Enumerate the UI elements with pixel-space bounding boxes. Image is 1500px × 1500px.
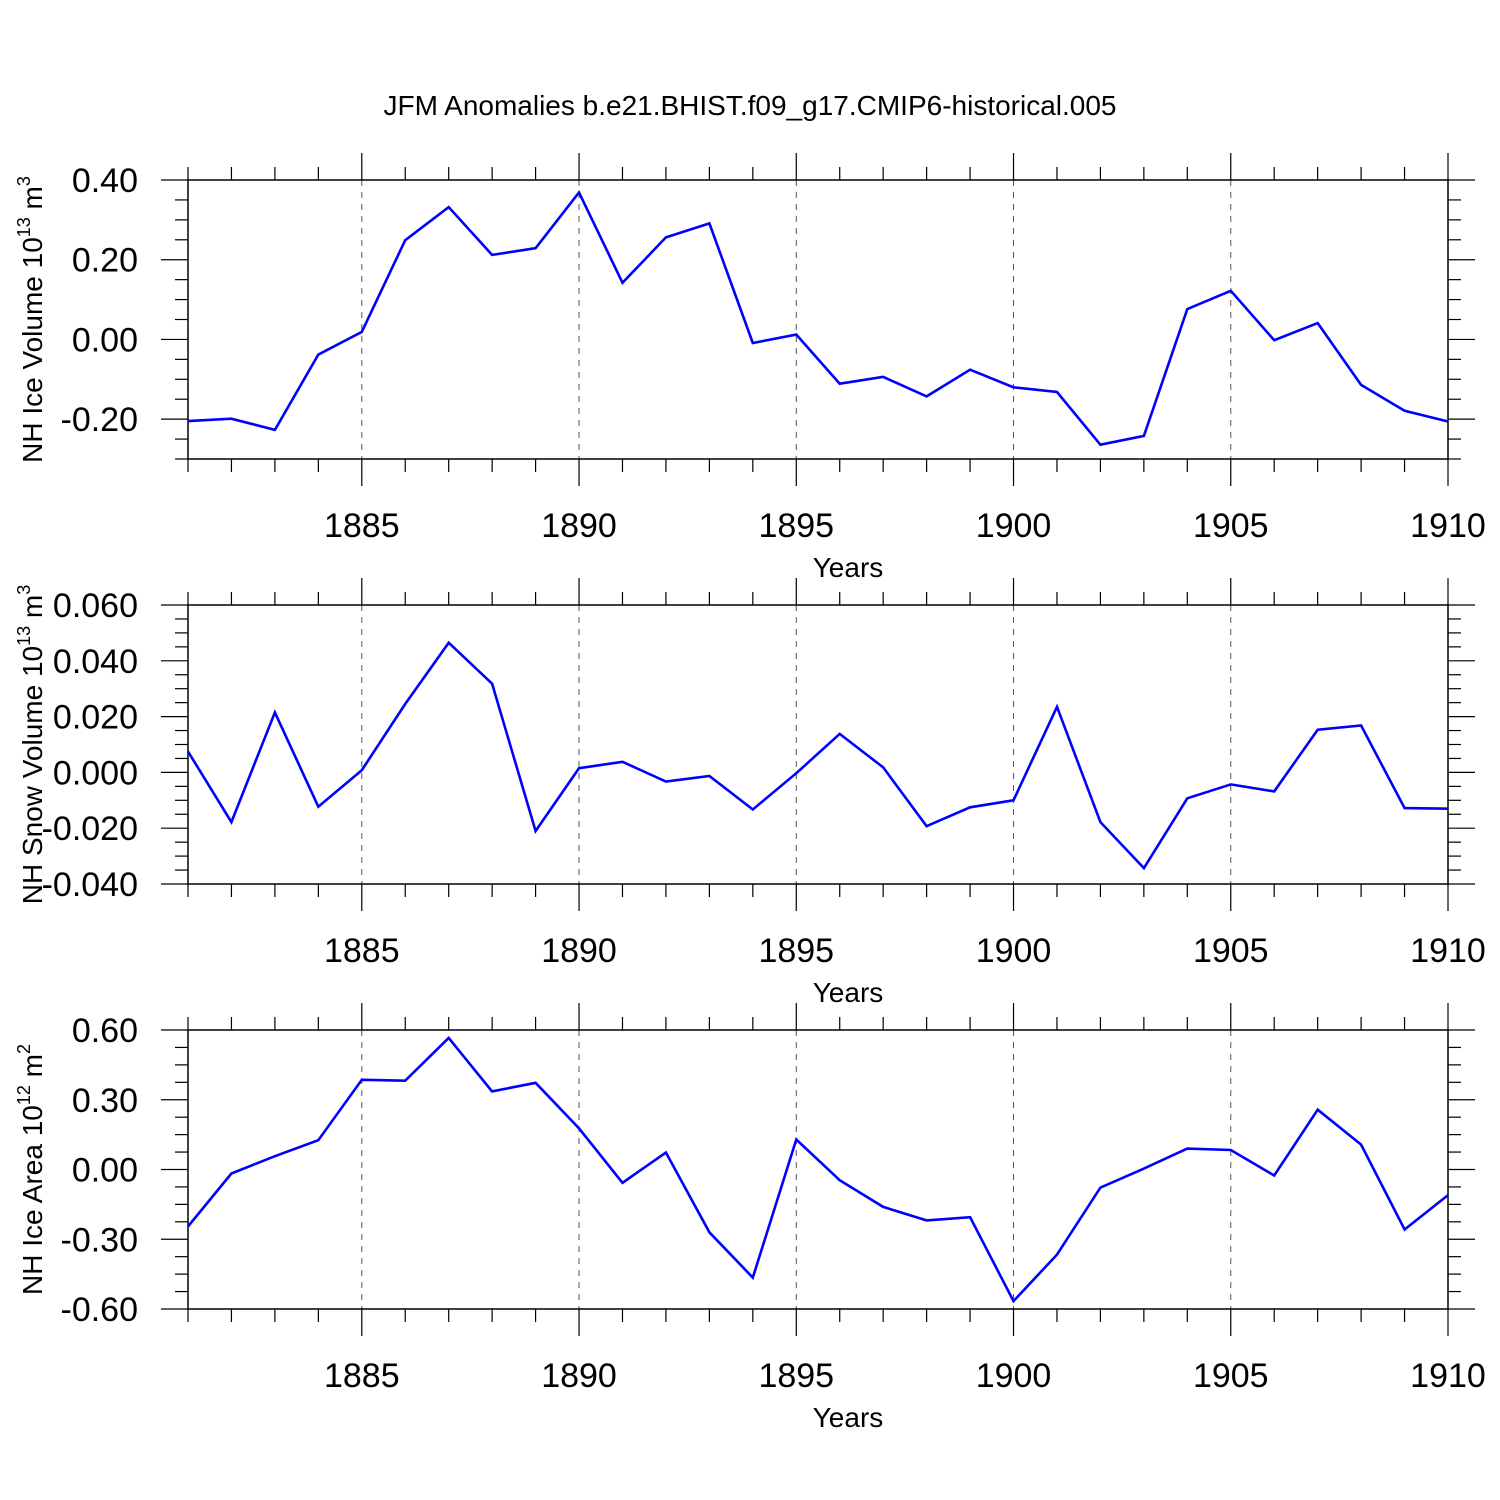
- x-tick-label: 1910: [1410, 1357, 1486, 1395]
- y-axis-label-unit-exponent: 2: [14, 1044, 34, 1054]
- panel-ice-area: -0.60 -0.30 0.00 0.30 0.60 1885 1890 1895 1900 19…: [14, 1003, 1486, 1433]
- x-tick-label: 1905: [1193, 507, 1269, 545]
- y-axis-label-unit: m: [17, 1054, 48, 1085]
- x-tick-label: 1910: [1410, 932, 1486, 970]
- x-axis-label: Years: [813, 552, 884, 583]
- series-line-ice-volume: [187, 189, 1449, 447]
- y-tick-label: 0.20: [72, 242, 138, 280]
- series-line-snow-volume: [186, 640, 1449, 871]
- y-axis-label-unit: m: [17, 186, 48, 217]
- y-tick-label: 0.020: [53, 699, 138, 737]
- plot-frame: [187, 604, 1449, 885]
- y-axis-label-unit: m: [17, 595, 48, 626]
- y-axis-label-unit-exponent: 3: [14, 585, 34, 595]
- y-axis-label-exponent: 12: [14, 1085, 34, 1105]
- plot-frame: [187, 179, 1449, 460]
- y-tick-label: -0.30: [61, 1221, 139, 1259]
- x-tick-label: 1885: [324, 932, 400, 970]
- x-tick-label: 1890: [541, 1357, 617, 1395]
- plot-frame: [187, 1029, 1449, 1310]
- y-tick-label: 0.40: [72, 162, 138, 200]
- y-tick-label: 0.00: [72, 321, 138, 359]
- panel-snow-volume: -0.040 -0.020 0.000 0.020 0.040 0.060 1885 1890…: [14, 578, 1486, 1008]
- y-tick-label: 0.30: [72, 1082, 138, 1120]
- series-line-ice-area: [186, 1035, 1449, 1304]
- x-axis-label: Years: [813, 1402, 884, 1433]
- x-tick-label: 1890: [541, 932, 617, 970]
- y-tick-label: -0.020: [42, 810, 138, 848]
- y-axis-label: NH Ice Volume 1013 m3: [14, 176, 48, 463]
- y-axis-label-text: NH Snow Volume 10: [17, 646, 48, 904]
- x-tick-label: 1905: [1193, 1357, 1269, 1395]
- y-axis-label-exponent: 13: [14, 626, 34, 646]
- x-tick-label: 1900: [976, 507, 1052, 545]
- y-axis-label: NH Ice Area 1012 m2: [14, 1044, 48, 1295]
- y-axis-label: NH Snow Volume 1013 m3: [14, 585, 48, 905]
- x-tick-label: 1900: [976, 1357, 1052, 1395]
- panels: -0.20 0.00 0.20 0.40 1885 1890 1895 1900 1905 191…: [14, 153, 1486, 1433]
- x-tick-label: 1885: [324, 1357, 400, 1395]
- figure-title: JFM Anomalies b.e21.BHIST.f09_g17.CMIP6-…: [383, 90, 1116, 121]
- y-tick-label: 0.00: [72, 1152, 138, 1190]
- y-tick-label: 0.000: [53, 754, 138, 792]
- y-axis-label-unit-exponent: 3: [14, 176, 34, 186]
- x-tick-label: 1895: [758, 1357, 834, 1395]
- x-tick-label: 1895: [758, 507, 834, 545]
- y-tick-label: -0.040: [42, 866, 138, 904]
- y-tick-label: 0.60: [72, 1012, 138, 1050]
- x-tick-label: 1895: [758, 932, 834, 970]
- y-tick-label: 0.060: [53, 587, 138, 625]
- x-tick-label: 1905: [1193, 932, 1269, 970]
- x-axis-label: Years: [813, 977, 884, 1008]
- y-axis-label-text: NH Ice Area 10: [17, 1105, 48, 1295]
- x-tick-label: 1890: [541, 507, 617, 545]
- y-tick-label: -0.60: [61, 1291, 139, 1329]
- x-tick-label: 1910: [1410, 507, 1486, 545]
- panel-ice-volume: -0.20 0.00 0.20 0.40 1885 1890 1895 1900 1905 191…: [14, 153, 1486, 583]
- y-tick-label: -0.20: [61, 401, 139, 439]
- y-axis-label-exponent: 13: [14, 217, 34, 237]
- x-tick-label: 1885: [324, 507, 400, 545]
- y-tick-label: 0.040: [53, 643, 138, 681]
- y-axis-label-text: NH Ice Volume 10: [17, 237, 48, 463]
- x-tick-label: 1900: [976, 932, 1052, 970]
